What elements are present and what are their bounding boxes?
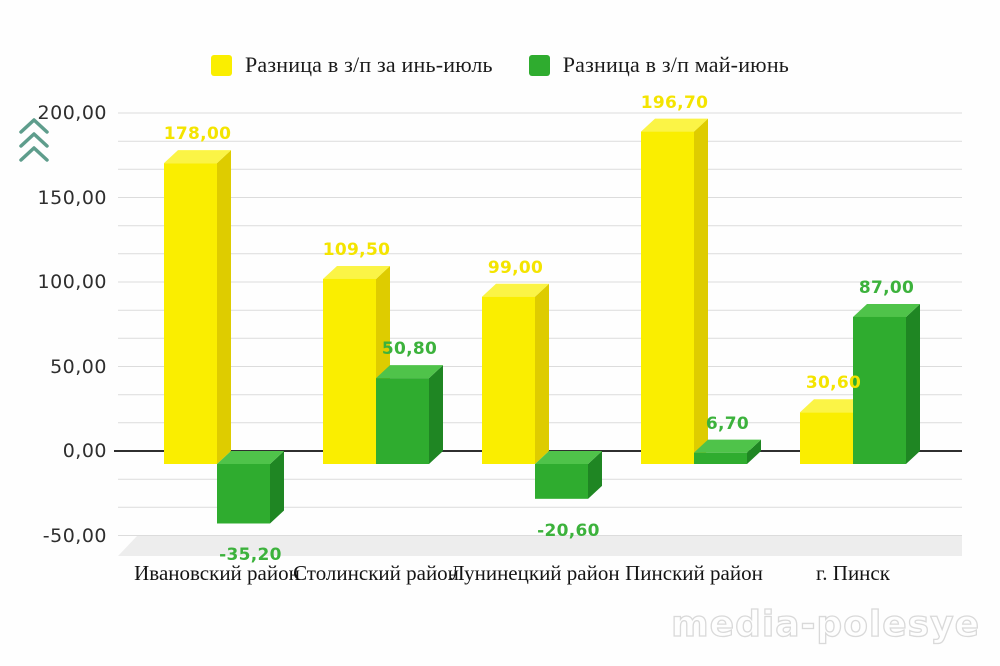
legend: Разница в з/п за инь-июль Разница в з/п … [0,48,1000,82]
bar-series1-cat4-front [853,316,906,464]
bar-series0-cat0-front [164,163,217,464]
x-axis-category-label: Столинский район [293,561,459,585]
legend-label: Разница в з/п май-июнь [562,52,790,77]
value-label: 30,60 [805,373,862,394]
bar-series0-cat4-top [800,399,867,413]
bar-series1-cat1-side [429,365,443,464]
legend-item: Разница в з/п май-июнь [528,52,790,78]
x-axis-category-label: Ивановский район [134,561,300,585]
bar-series0-cat1-front [323,278,376,464]
bar-series1-cat0-front [217,464,270,524]
bar-series1-cat3-front [694,452,747,464]
x-axis-category-label: Пинский район [625,561,763,585]
bar-series0-cat3-side [694,118,708,465]
bar-series1-cat4-top [853,303,920,317]
bar-series0-cat4-front [800,412,853,464]
legend-color-swatch-icon [528,54,550,76]
value-label: 6,70 [705,413,750,434]
bar-series0-cat3-front [641,131,694,464]
value-label: 196,70 [640,92,709,113]
chart-floor [118,536,962,556]
y-axis-tick-label: 100,00 [37,271,107,293]
x-axis-category-label: Лунинецкий район [450,561,620,585]
bar-series0-cat0-side [217,150,231,464]
value-label: 109,50 [322,239,391,260]
legend-color-swatch-icon [210,54,232,76]
watermark-media-polesye: media-polesye [671,603,980,645]
y-axis-tick-label: 0,00 [62,440,107,462]
triple-chevron-up-icon [19,118,49,162]
bar-series1-cat2-front [535,464,588,499]
bar-series0-cat0-top [164,150,231,164]
y-axis-tick-label: 150,00 [37,186,107,209]
bar-series1-cat3-top [694,439,761,453]
bar-series0-cat1-top [323,265,390,279]
legend-label: Разница в з/п за инь-июль [244,52,493,77]
bar-series1-cat1-front [376,378,429,464]
bar-series0-cat2-top [482,283,549,297]
value-label: 99,00 [487,257,544,278]
bar-series1-cat1-top [376,365,443,379]
y-axis-tick-label: -50,00 [42,524,107,547]
bar-series0-cat3-top [641,118,708,132]
bar-series1-cat2-top [535,451,602,464]
bar-series0-cat2-side [535,283,549,464]
bar-series0-cat2-front [482,296,535,464]
bar-series1-cat3-side [747,439,761,464]
value-label: 87,00 [858,277,915,298]
legend-item: Разница в з/п за инь-июль [210,52,493,78]
bar-series1-cat2-side [588,451,602,499]
bar-series1-cat0-side [270,451,284,524]
y-axis-tick-label: 50,00 [50,355,107,378]
value-label: -35,20 [219,545,282,566]
x-axis-category-label: г. Пинск [816,561,890,585]
value-label: 50,80 [381,339,438,360]
value-label: -20,60 [537,520,600,541]
bar-series1-cat0-top [217,451,284,464]
bar-series1-cat4-side [906,303,920,464]
value-label: 178,00 [163,124,232,145]
y-axis-tick-label: 200,00 [37,102,107,124]
